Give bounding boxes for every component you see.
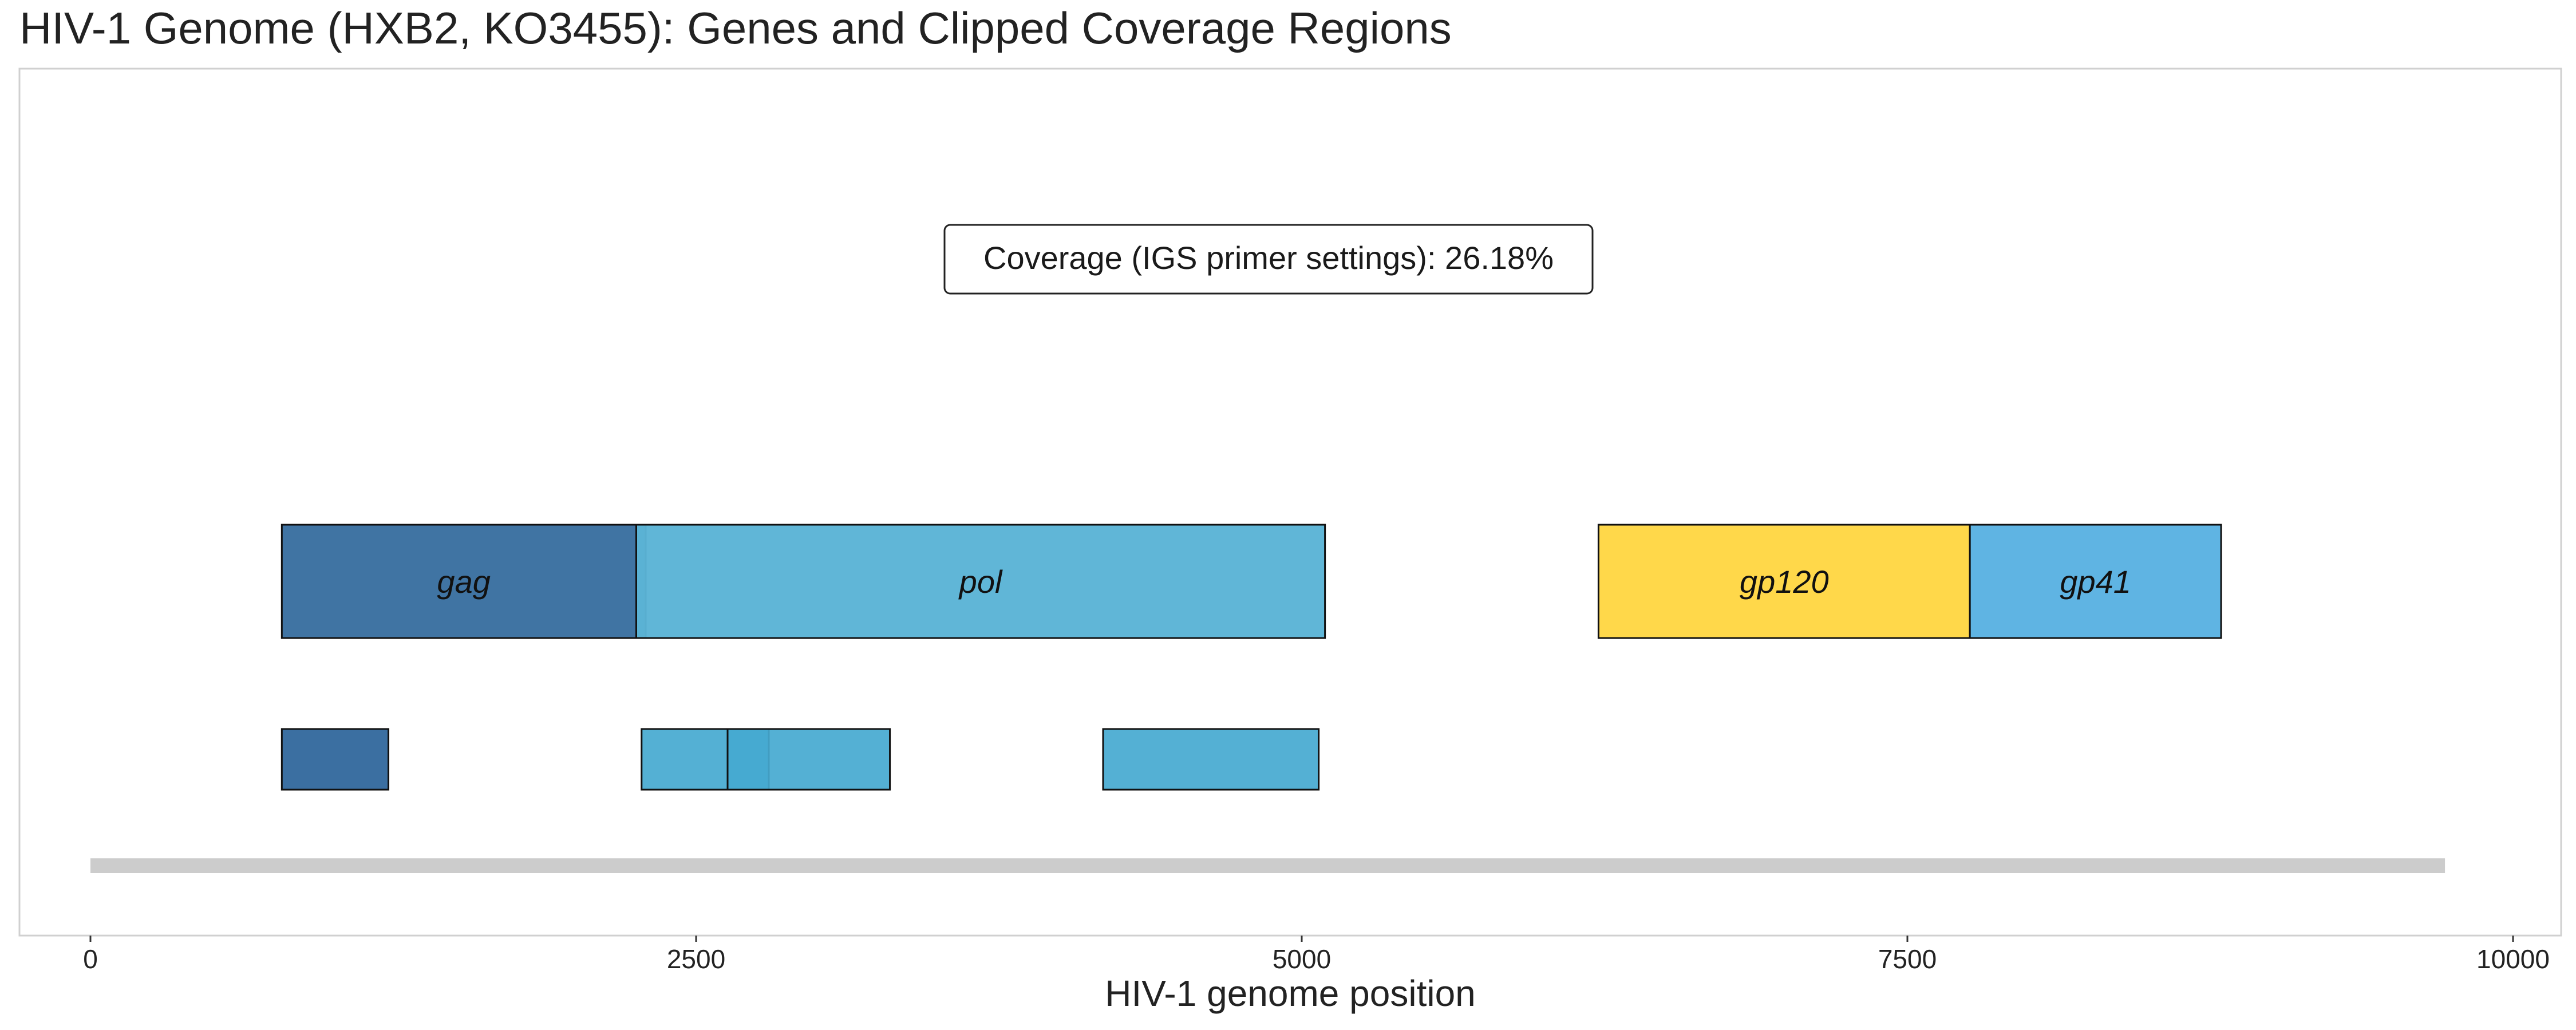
- coverage-region-3: [726, 728, 891, 791]
- gene-label-gag: gag: [437, 564, 490, 600]
- x-tick-label: 7500: [1878, 944, 1937, 974]
- x-axis-ticks: 0 2500 5000 7500 10000: [83, 936, 2550, 974]
- x-axis-label: HIV-1 genome position: [1105, 973, 1476, 1014]
- coverage-annotation: Coverage (IGS primer settings): 26.18%: [943, 224, 1594, 295]
- coverage-region-4: [1102, 728, 1320, 791]
- genes-layer: gag pol gp120 gp41: [280, 524, 2222, 639]
- coverage-regions-layer: [280, 728, 1320, 791]
- annotation-box: [943, 224, 1594, 295]
- gene-label-gp120: gp120: [1740, 564, 1829, 600]
- x-tick-label: 5000: [1273, 944, 1331, 974]
- x-tick-label: 2500: [667, 944, 725, 974]
- x-tick-label: 10000: [2476, 944, 2550, 974]
- genome-bar-layer: [90, 858, 2445, 873]
- annotation-text: Coverage (IGS primer settings): 26.18%: [983, 240, 1554, 276]
- gene-bar-gag: [280, 524, 647, 639]
- coverage-region-1: [280, 728, 390, 791]
- gene-label-gp41: gp41: [2060, 564, 2131, 600]
- gene-bar-pol: [635, 524, 1326, 639]
- genome-bar: [90, 858, 2445, 873]
- x-tick-label: 0: [83, 944, 98, 974]
- gene-bar-gp120: [1597, 524, 1971, 639]
- chart-title: HIV-1 Genome (HXB2, KO3455): Genes and C…: [19, 3, 1452, 53]
- gene-bar-gp41: [1969, 524, 2222, 639]
- plot-panel-border: [18, 68, 2562, 937]
- gene-label-pol: pol: [958, 564, 1003, 600]
